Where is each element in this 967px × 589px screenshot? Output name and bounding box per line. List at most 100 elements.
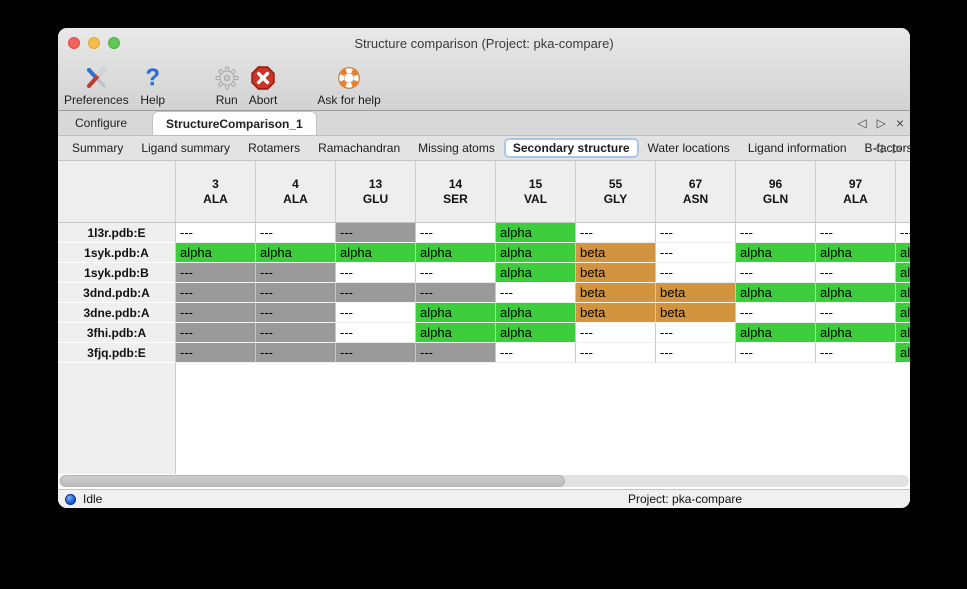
cell[interactable]: alpha bbox=[736, 283, 816, 303]
cell[interactable]: --- bbox=[416, 223, 496, 243]
subtab-ramachandran[interactable]: Ramachandran bbox=[318, 141, 401, 155]
cell[interactable]: --- bbox=[576, 343, 656, 363]
titlebar[interactable]: Structure comparison (Project: pka-compa… bbox=[58, 28, 910, 58]
scrollbar-thumb[interactable] bbox=[60, 475, 565, 487]
cell[interactable]: alpha bbox=[416, 323, 496, 343]
ask-for-help-button[interactable]: Ask for help bbox=[317, 64, 381, 107]
question-mark-icon: ? bbox=[145, 64, 161, 91]
cell[interactable]: --- bbox=[336, 283, 416, 303]
cell[interactable]: alpha bbox=[176, 243, 256, 263]
cell[interactable]: --- bbox=[416, 343, 496, 363]
cell[interactable]: alpha bbox=[256, 243, 336, 263]
zoom-window-button[interactable] bbox=[108, 37, 120, 49]
cell[interactable]: alpha bbox=[896, 283, 910, 303]
cell[interactable]: --- bbox=[256, 303, 336, 323]
cell[interactable]: alpha bbox=[416, 303, 496, 323]
cell[interactable]: beta bbox=[576, 263, 656, 283]
horizontal-scrollbar[interactable] bbox=[58, 474, 910, 489]
minimize-window-button[interactable] bbox=[88, 37, 100, 49]
cell[interactable]: alpha bbox=[496, 323, 576, 343]
tab-scroll-right-icon[interactable]: ▷ bbox=[876, 116, 886, 130]
abort-button[interactable]: Abort bbox=[249, 64, 277, 107]
cell[interactable]: --- bbox=[336, 323, 416, 343]
cell[interactable]: --- bbox=[656, 323, 736, 343]
close-window-button[interactable] bbox=[68, 37, 80, 49]
cell[interactable]: --- bbox=[736, 343, 816, 363]
cell[interactable]: alpha bbox=[896, 343, 910, 363]
subtab-b-factors[interactable]: B-factors bbox=[864, 141, 910, 155]
cell[interactable]: --- bbox=[336, 263, 416, 283]
cell[interactable]: alpha bbox=[736, 243, 816, 263]
cell[interactable]: alpha bbox=[816, 243, 896, 263]
cell[interactable]: alpha bbox=[496, 263, 576, 283]
cell[interactable]: alpha bbox=[416, 243, 496, 263]
preferences-button[interactable]: Preferences bbox=[64, 64, 129, 107]
cell[interactable]: alpha bbox=[816, 323, 896, 343]
cell[interactable]: --- bbox=[736, 263, 816, 283]
cell[interactable]: beta bbox=[656, 283, 736, 303]
cell[interactable]: --- bbox=[816, 343, 896, 363]
cell[interactable]: --- bbox=[816, 263, 896, 283]
cell[interactable]: --- bbox=[256, 323, 336, 343]
cell[interactable]: --- bbox=[736, 303, 816, 323]
help-button[interactable]: ? Help bbox=[139, 64, 167, 108]
cell[interactable]: --- bbox=[816, 303, 896, 323]
cell[interactable]: --- bbox=[336, 343, 416, 363]
cell[interactable]: --- bbox=[336, 223, 416, 243]
cell[interactable]: --- bbox=[656, 223, 736, 243]
table-row: 1syk.pdb:B --- --- --- --- alpha beta --- --- ---… bbox=[58, 263, 910, 283]
cell[interactable]: --- bbox=[496, 343, 576, 363]
cell[interactable]: --- bbox=[176, 223, 256, 243]
cell[interactable]: alpha bbox=[896, 323, 910, 343]
cell[interactable]: --- bbox=[176, 283, 256, 303]
cell[interactable]: --- bbox=[256, 283, 336, 303]
cell[interactable]: alpha bbox=[496, 223, 576, 243]
cell[interactable]: --- bbox=[176, 343, 256, 363]
tab-scroll-left-icon[interactable]: ◁ bbox=[857, 116, 867, 130]
subtab-summary[interactable]: Summary bbox=[72, 141, 124, 155]
cell[interactable]: beta bbox=[576, 303, 656, 323]
cell[interactable]: alpha bbox=[736, 323, 816, 343]
cell[interactable]: --- bbox=[256, 263, 336, 283]
cell[interactable]: --- bbox=[176, 263, 256, 283]
scrollbar-track[interactable] bbox=[59, 475, 909, 487]
subtab-scroll-left-icon[interactable]: ◁ bbox=[873, 141, 883, 155]
cell[interactable]: --- bbox=[896, 223, 910, 243]
cell[interactable]: --- bbox=[576, 323, 656, 343]
cell[interactable]: --- bbox=[656, 263, 736, 283]
subtab-ligand-information[interactable]: Ligand information bbox=[747, 141, 847, 155]
cell[interactable]: alpha bbox=[336, 243, 416, 263]
subtab-scroll-right-icon[interactable]: ▷ bbox=[892, 141, 902, 155]
tab-close-icon[interactable]: × bbox=[895, 115, 904, 131]
cell[interactable]: alpha bbox=[496, 243, 576, 263]
cell[interactable]: alpha bbox=[896, 303, 910, 323]
cell[interactable]: alpha bbox=[896, 263, 910, 283]
subtab-ligand-summary[interactable]: Ligand summary bbox=[141, 141, 231, 155]
tab-configure[interactable]: Configure bbox=[75, 116, 128, 130]
subtab-rotamers[interactable]: Rotamers bbox=[248, 141, 301, 155]
cell[interactable]: --- bbox=[736, 223, 816, 243]
cell[interactable]: --- bbox=[176, 303, 256, 323]
cell[interactable]: --- bbox=[416, 283, 496, 303]
cell[interactable]: alpha bbox=[816, 283, 896, 303]
cell[interactable]: --- bbox=[336, 303, 416, 323]
run-button[interactable]: Run bbox=[213, 64, 241, 107]
cell[interactable]: --- bbox=[656, 343, 736, 363]
cell[interactable]: --- bbox=[656, 243, 736, 263]
subtab-secondary-structure[interactable]: Secondary structure bbox=[503, 138, 639, 158]
tab-structurecomparison-1[interactable]: StructureComparison_1 bbox=[152, 111, 317, 135]
cell[interactable]: beta bbox=[576, 283, 656, 303]
cell[interactable]: --- bbox=[576, 223, 656, 243]
cell[interactable]: --- bbox=[416, 263, 496, 283]
cell[interactable]: alpha bbox=[496, 303, 576, 323]
cell[interactable]: --- bbox=[496, 283, 576, 303]
cell[interactable]: --- bbox=[256, 223, 336, 243]
cell[interactable]: beta bbox=[576, 243, 656, 263]
cell[interactable]: --- bbox=[816, 223, 896, 243]
subtab-water-locations[interactable]: Water locations bbox=[647, 141, 730, 155]
subtab-missing-atoms[interactable]: Missing atoms bbox=[418, 141, 495, 155]
cell[interactable]: --- bbox=[256, 343, 336, 363]
cell[interactable]: --- bbox=[176, 323, 256, 343]
cell[interactable]: beta bbox=[656, 303, 736, 323]
cell[interactable]: alpha bbox=[896, 243, 910, 263]
